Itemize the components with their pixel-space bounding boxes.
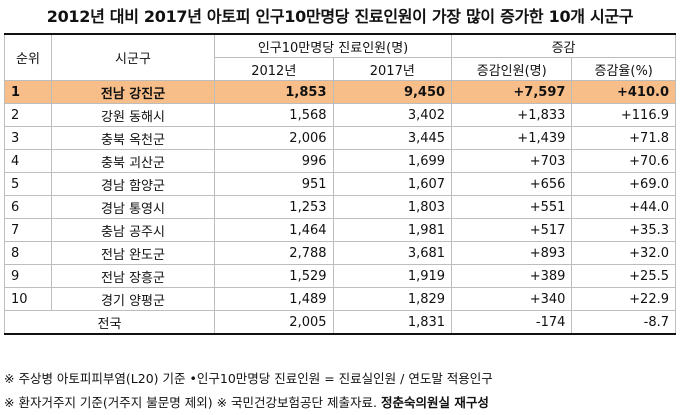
rank-cell: 8: [4, 241, 52, 265]
rank-cell: 2: [4, 103, 52, 127]
change-count-cell: +1,833: [451, 103, 573, 127]
region-cell: 강원 동해시: [51, 103, 215, 127]
value-2012-cell: 1,464: [214, 218, 334, 242]
value-2017-cell: 9,450: [332, 80, 453, 104]
value-2012-cell: 2,788: [214, 241, 334, 265]
change-count-cell: +7,597: [451, 80, 573, 104]
data-table: 순위 시군구 인구10만명당 진료인원(명) 증감 2012년 2017년 증감…: [4, 33, 676, 335]
total-rate: -8.7: [571, 310, 676, 335]
table-row: 8 전남 완도군 2,788 3,681 +893 +32.0: [4, 241, 676, 265]
region-cell: 충북 옥천군: [51, 126, 215, 150]
table-row: 2 강원 동해시 1,568 3,402 +1,833 +116.9: [4, 103, 676, 127]
change-rate-cell: +25.5: [571, 264, 676, 288]
total-2017: 1,831: [332, 310, 453, 335]
total-label: 전국: [4, 310, 215, 335]
change-count-cell: +517: [451, 218, 573, 242]
value-2017-cell: 1,829: [332, 287, 453, 311]
table-row: 6 경남 통영시 1,253 1,803 +551 +44.0: [4, 195, 676, 219]
table-row: 3 충북 옥천군 2,006 3,445 +1,439 +71.8: [4, 126, 676, 150]
note-source: ※ 환자거주지 기준(거주지 불문명 제외) ※ 국민건강보험공단 제출자료.: [4, 395, 381, 410]
value-2012-cell: 951: [214, 172, 334, 196]
value-2012-cell: 1,253: [214, 195, 334, 219]
value-2012-cell: 1,529: [214, 264, 334, 288]
change-rate-cell: +44.0: [571, 195, 676, 219]
table-row: 10 경기 양평군 1,489 1,829 +340 +22.9: [4, 287, 676, 311]
change-count-cell: +656: [451, 172, 573, 196]
region-cell: 경남 함양군: [51, 172, 215, 196]
header-region: 시군구: [51, 33, 215, 81]
value-2012-cell: 1,853: [214, 80, 334, 104]
region-cell: 충북 괴산군: [51, 149, 215, 173]
value-2017-cell: 1,699: [332, 149, 453, 173]
rank-cell: 5: [4, 172, 52, 196]
change-rate-cell: +116.9: [571, 103, 676, 127]
change-count-cell: +1,439: [451, 126, 573, 150]
region-cell: 경남 통영시: [51, 195, 215, 219]
header-patients: 인구10만명당 진료인원(명): [213, 33, 453, 58]
value-2017-cell: 3,445: [332, 126, 453, 150]
rank-cell: 4: [4, 149, 52, 173]
value-2012-cell: 996: [214, 149, 334, 173]
rank-cell: 9: [4, 264, 52, 288]
table-row: 5 경남 함양군 951 1,607 +656 +69.0: [4, 172, 676, 196]
table-row: 9 전남 장흥군 1,529 1,919 +389 +25.5: [4, 264, 676, 288]
rank-cell: 7: [4, 218, 52, 242]
value-2017-cell: 3,402: [332, 103, 453, 127]
region-cell: 전남 강진군: [51, 80, 215, 104]
change-rate-cell: +22.9: [571, 287, 676, 311]
change-rate-cell: +35.3: [571, 218, 676, 242]
header-2012: 2012년: [214, 57, 334, 81]
value-2017-cell: 1,981: [332, 218, 453, 242]
value-2012-cell: 1,568: [214, 103, 334, 127]
table-title: 2012년 대비 2017년 아토피 인구10만명당 진료인원이 가장 많이 증…: [46, 7, 634, 26]
header-change-count: 증감인원(명): [451, 57, 573, 81]
change-count-cell: +703: [451, 149, 573, 173]
rank-cell: 3: [4, 126, 52, 150]
change-rate-cell: +70.6: [571, 149, 676, 173]
total-diff: -174: [451, 310, 573, 335]
change-count-cell: +893: [451, 241, 573, 265]
table-row: 7 충남 공주시 1,464 1,981 +517 +35.3: [4, 218, 676, 242]
header-change-rate: 증감율(%): [571, 57, 676, 81]
rank-cell: 1: [4, 80, 52, 104]
table-row: 1 전남 강진군 1,853 9,450 +7,597 +410.0: [4, 80, 676, 104]
header-rank: 순위: [4, 33, 52, 81]
change-count-cell: +340: [451, 287, 573, 311]
change-rate-cell: +410.0: [571, 80, 676, 104]
change-rate-cell: +71.8: [571, 126, 676, 150]
value-2017-cell: 1,607: [332, 172, 453, 196]
value-2012-cell: 2,006: [214, 126, 334, 150]
value-2017-cell: 1,803: [332, 195, 453, 219]
region-cell: 경기 양평군: [51, 287, 215, 311]
value-2017-cell: 1,919: [332, 264, 453, 288]
region-cell: 전남 완도군: [51, 241, 215, 265]
value-2012-cell: 1,489: [214, 287, 334, 311]
note-credit: 정춘숙의원실 재구성: [380, 395, 489, 410]
rank-cell: 6: [4, 195, 52, 219]
change-count-cell: +551: [451, 195, 573, 219]
total-2012: 2,005: [214, 310, 334, 335]
value-2017-cell: 3,681: [332, 241, 453, 265]
note-line-1: ※ 주상병 아토피피부염(L20) 기준 •인구10만명당 진료인원 = 진료실…: [4, 371, 493, 386]
header-2017: 2017년: [332, 57, 453, 81]
change-count-cell: +389: [451, 264, 573, 288]
change-rate-cell: +69.0: [571, 172, 676, 196]
note-line-2: ※ 환자거주지 기준(거주지 불문명 제외) ※ 국민건강보험공단 제출자료. …: [4, 392, 489, 411]
region-cell: 충남 공주시: [51, 218, 215, 242]
change-rate-cell: +32.0: [571, 241, 676, 265]
rank-cell: 10: [4, 287, 52, 311]
table-row: 4 충북 괴산군 996 1,699 +703 +70.6: [4, 149, 676, 173]
header-change: 증감: [451, 33, 676, 58]
region-cell: 전남 장흥군: [51, 264, 215, 288]
